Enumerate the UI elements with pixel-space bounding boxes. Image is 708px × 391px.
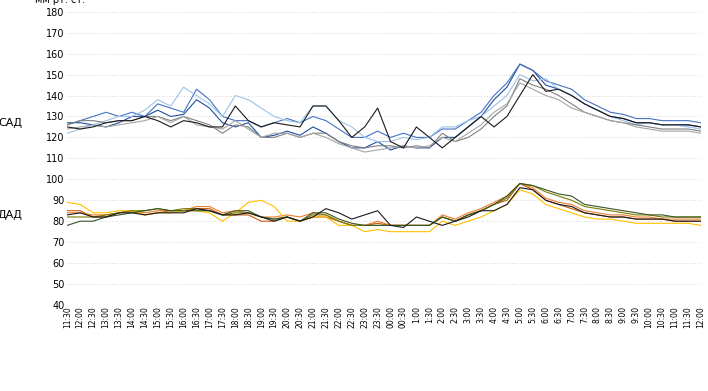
Text: САД: САД	[0, 118, 22, 128]
Text: ДАД: ДАД	[0, 210, 22, 220]
Text: мм рт. ст.: мм рт. ст.	[35, 0, 85, 5]
